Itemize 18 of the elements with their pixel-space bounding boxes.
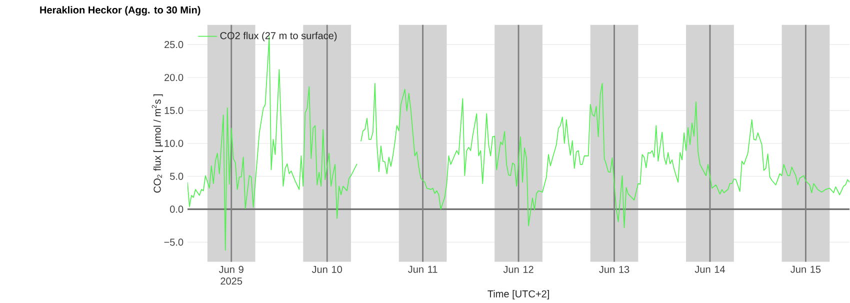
legend-label: CO2 flux (27 m to surface) — [220, 32, 337, 42]
x-tick-label: Jun 10 — [312, 266, 342, 273]
y-tick-label: 15.0 — [164, 106, 184, 114]
y-tick-label: −5.0 — [164, 238, 184, 246]
x-tick-label: Jun 12 — [503, 266, 534, 273]
y-tick-label: 0.0 — [170, 206, 184, 213]
y-tick-label: 5.0 — [170, 172, 184, 180]
x-tick-label: Jun 15 — [790, 266, 821, 273]
y-tick-label: 25.0 — [164, 40, 184, 48]
x-tick-label: Jun 9 2025 — [218, 266, 244, 285]
x-tick-label: Jun 11 — [408, 266, 438, 273]
y-tick-label: 10.0 — [164, 140, 184, 147]
x-axis-title: Time [UTC+2] — [488, 290, 549, 300]
x-tick-label: Jun 13 — [599, 266, 630, 273]
x-tick-label: Jun 14 — [694, 266, 725, 273]
y-axis-title: CO$_{2}$ flux [ µmol / m$^{2}$s ] — [152, 94, 163, 193]
y-tick-label: 20.0 — [164, 74, 184, 82]
chart-title: Heraklion Heckor (Agg. to 30 Min) — [40, 6, 200, 16]
